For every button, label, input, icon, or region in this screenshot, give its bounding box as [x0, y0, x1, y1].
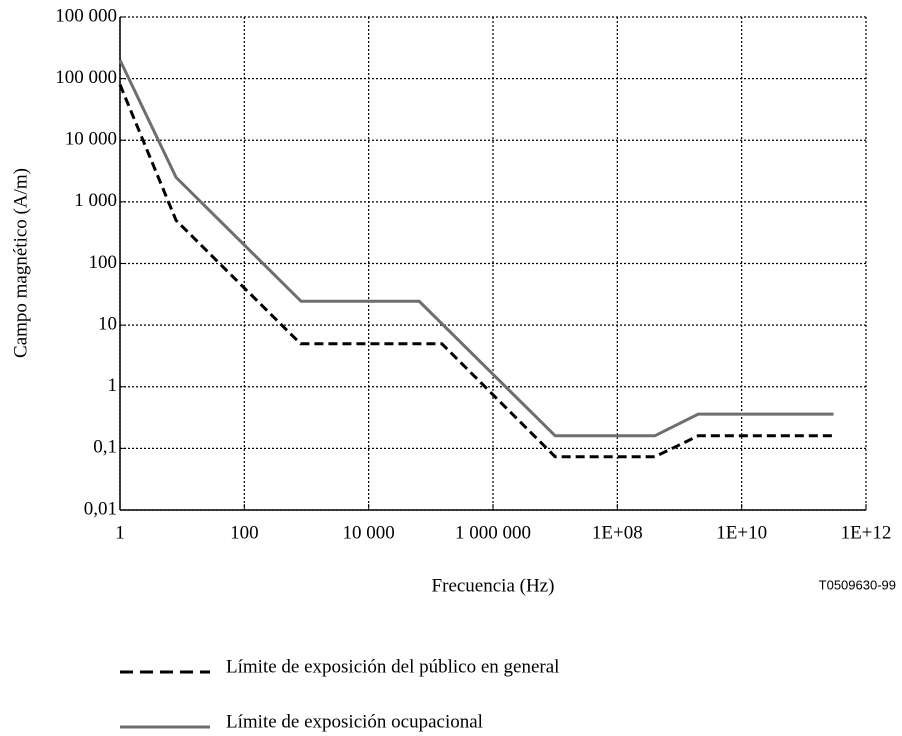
x-tick-label: 1E+08	[592, 522, 643, 543]
x-tick-label: 10 000	[343, 522, 395, 543]
y-tick-label: 10 000	[65, 129, 117, 150]
legend-label: Límite de exposición del público en gene…	[226, 656, 559, 677]
x-tick-label: 100	[230, 522, 259, 543]
x-tick-label: 1	[115, 522, 125, 543]
series-line	[118, 84, 834, 459]
y-tick-label: 100	[89, 252, 118, 273]
y-tick-label: 10	[98, 313, 117, 334]
figure-code: T0509630-99	[819, 577, 896, 592]
x-tick-label: 1E+10	[716, 522, 767, 543]
x-axis-title: Frecuencia (Hz)	[432, 575, 555, 596]
y-tick-label: 100 000	[55, 5, 117, 26]
y-axis-title: Campo magnético (A/m)	[10, 168, 31, 358]
y-tick-label: 0,1	[93, 437, 117, 458]
y-tick-label: 0,01	[84, 498, 117, 519]
y-tick-label: 1	[108, 375, 118, 396]
y-tick-label: 1 000	[74, 190, 117, 211]
x-tick-label: 1 000 000	[455, 522, 531, 543]
series-line	[118, 59, 834, 438]
y-tick-label: 100 000	[55, 67, 117, 88]
x-tick-label: 1E+12	[841, 522, 892, 543]
legend-label: Límite de exposición ocupacional	[226, 711, 483, 732]
